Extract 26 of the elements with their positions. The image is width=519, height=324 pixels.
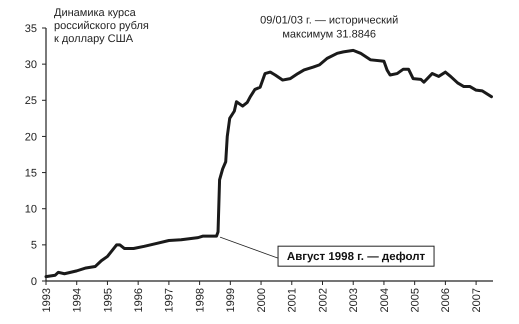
chart-title: Динамика курса российского рубля к доллару США	[54, 7, 149, 45]
x-tick-label: 1999	[225, 288, 238, 312]
x-tick-label: 2001	[286, 288, 299, 312]
y-tick-label: 25	[24, 95, 37, 108]
x-tick-label: 2004	[378, 288, 391, 312]
x-tick-label: 2005	[410, 288, 422, 312]
x-tick-label: 2007	[470, 288, 483, 312]
y-tick-label: 10	[24, 204, 37, 216]
y-tick-label: 5	[30, 240, 37, 252]
x-tick-label: 1994	[72, 288, 84, 312]
x-tick-label: 2003	[348, 288, 360, 312]
x-tick-label: 2000	[256, 288, 268, 312]
x-tick-label: 1998	[194, 288, 206, 312]
y-tick-label: 30	[24, 58, 37, 71]
y-tick-label: 35	[24, 22, 37, 35]
x-tick-label: 2002	[317, 288, 330, 312]
annotation: 09/01/03 г. — исторический максимум 31.8846	[260, 14, 398, 41]
y-tick-label: 0	[30, 276, 37, 288]
x-tick-label: 1997	[164, 288, 176, 312]
y-tick-label: 20	[24, 131, 37, 144]
x-tick-label: 2006	[440, 288, 452, 312]
x-tick-label: 1996	[133, 288, 146, 312]
y-tick-label: 15	[24, 167, 37, 180]
x-tick-label: 1995	[102, 288, 114, 312]
x-tick-label: 1993	[40, 288, 53, 312]
annotation: Август 1998 г. — дефолт	[286, 251, 426, 264]
